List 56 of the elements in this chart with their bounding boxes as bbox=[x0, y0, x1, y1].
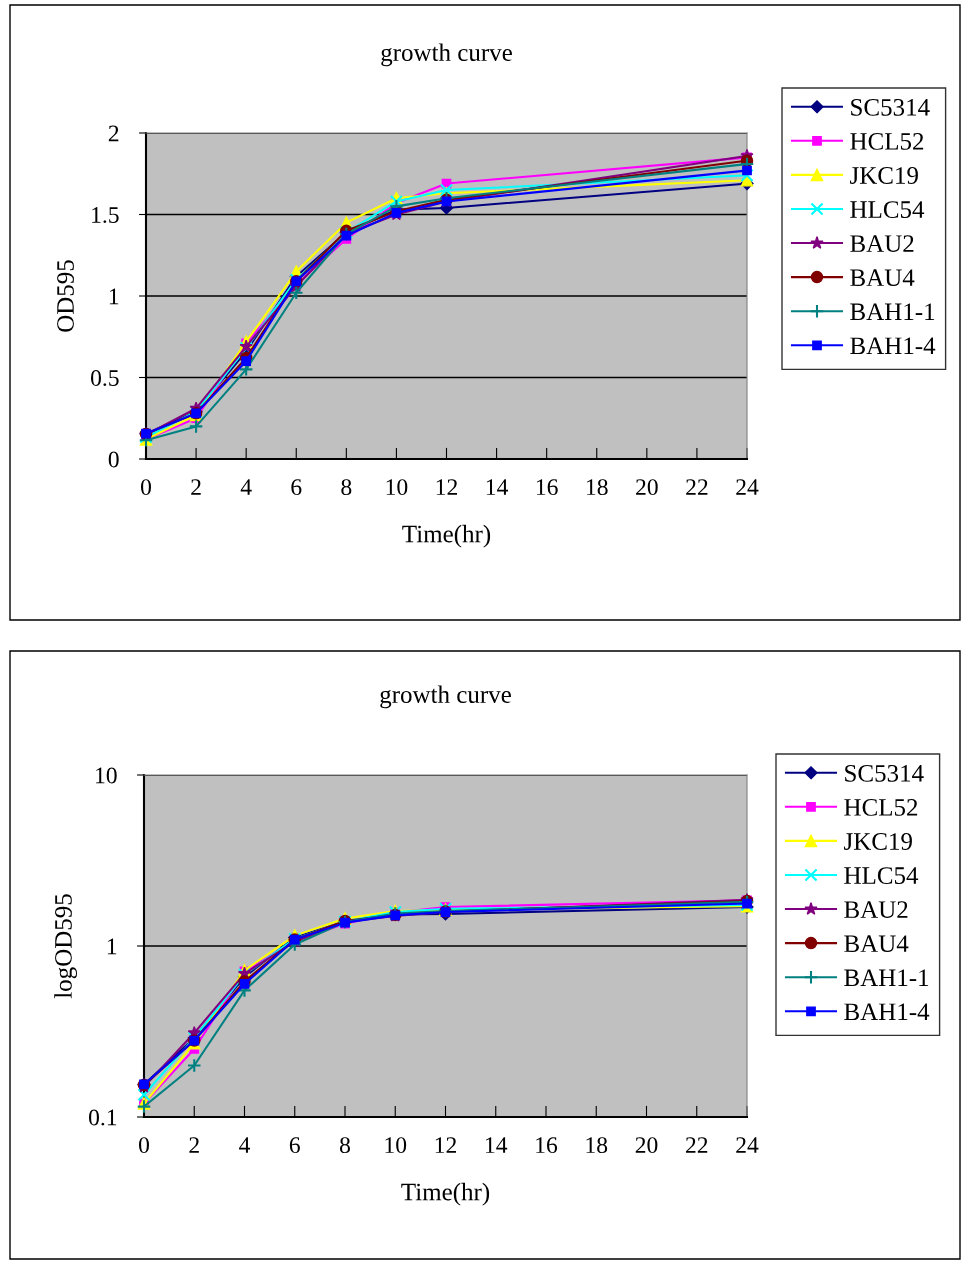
legend-label: SC5314 bbox=[845, 764, 924, 782]
x-tick-label: 4 bbox=[240, 479, 252, 495]
x-tick-label: 18 bbox=[586, 1137, 608, 1154]
legend-label: JKC19 bbox=[844, 833, 912, 850]
x-tick-label: 0 bbox=[139, 1137, 149, 1154]
x-axis-title: Time(hr) bbox=[401, 1182, 490, 1206]
y-tick-label: 0.1 bbox=[89, 1109, 117, 1126]
chart-title: growth curve bbox=[381, 43, 512, 67]
x-tick-label: 6 bbox=[289, 1137, 300, 1154]
x-tick-label: 12 bbox=[436, 479, 457, 495]
legend-label: HCL52 bbox=[850, 133, 924, 150]
x-tick-label: 18 bbox=[587, 479, 608, 496]
x-tick-label: 16 bbox=[536, 479, 558, 496]
legend-label: BAU4 bbox=[844, 935, 909, 953]
y-axis-title: OD595 bbox=[57, 260, 74, 332]
x-tick-label: 2 bbox=[191, 479, 201, 495]
x-tick-label: 20 bbox=[635, 1137, 658, 1154]
x-tick-label: 22 bbox=[685, 1137, 708, 1153]
legend-label: HLC54 bbox=[850, 201, 925, 218]
legend-label: BAU4 bbox=[850, 269, 915, 287]
y-tick-label: 1.5 bbox=[92, 207, 119, 224]
y-tick-label: 0 bbox=[108, 451, 119, 468]
x-tick-label: 16 bbox=[536, 1137, 558, 1154]
x-tick-label: 8 bbox=[340, 1137, 350, 1154]
x-tick-label: 10 bbox=[385, 1137, 407, 1154]
x-tick-label: 4 bbox=[239, 1137, 251, 1153]
x-tick-label: 24 bbox=[736, 1137, 759, 1153]
y-tick-label: 10 bbox=[96, 767, 117, 784]
x-tick-label: 2 bbox=[189, 1137, 199, 1153]
legend-label: BAU2 bbox=[850, 235, 914, 253]
legend-label: HLC54 bbox=[844, 867, 919, 884]
y-tick-label: 1 bbox=[107, 938, 117, 955]
x-tick-label: 24 bbox=[736, 479, 759, 495]
legend-label: BAH1-4 bbox=[844, 1003, 930, 1021]
legend-label: BAH1-4 bbox=[850, 337, 936, 355]
x-tick-label: 22 bbox=[686, 479, 708, 495]
legend-label: SC5314 bbox=[851, 98, 930, 116]
x-tick-label: 20 bbox=[636, 479, 658, 496]
x-tick-label: 6 bbox=[291, 479, 302, 496]
legend-label: BAU2 bbox=[844, 901, 908, 919]
x-tick-label: 12 bbox=[435, 1137, 456, 1153]
chart-title: growth curve bbox=[380, 685, 511, 709]
x-tick-label: 0 bbox=[141, 479, 151, 496]
y-axis-title: logOD595 bbox=[54, 894, 77, 999]
x-axis-title: Time(hr) bbox=[402, 524, 491, 548]
legend-label: JKC19 bbox=[850, 167, 918, 184]
x-tick-label: 14 bbox=[486, 1137, 508, 1153]
x-tick-label: 10 bbox=[386, 479, 408, 496]
y-tick-label: 1 bbox=[109, 288, 119, 305]
x-tick-label: 14 bbox=[486, 479, 509, 495]
legend-label: BAH1-1 bbox=[844, 969, 929, 987]
y-tick-label: 2 bbox=[108, 125, 119, 142]
y-tick-label: 0.5 bbox=[91, 369, 119, 387]
x-tick-label: 8 bbox=[341, 479, 352, 496]
legend-label: HCL52 bbox=[844, 799, 918, 816]
legend-label: BAH1-1 bbox=[850, 303, 935, 321]
